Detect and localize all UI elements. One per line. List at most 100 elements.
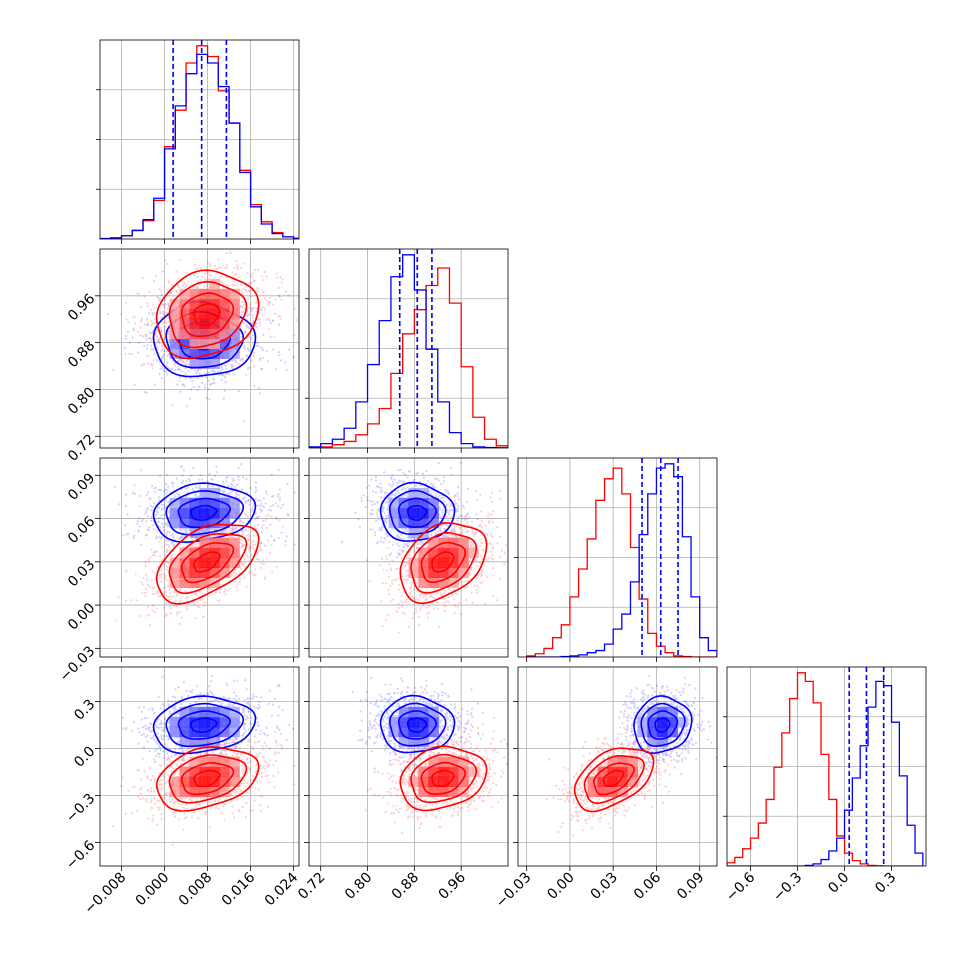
scatter-point [228,530,231,533]
scatter-point [156,592,159,595]
scatter-point [203,272,206,275]
scatter-point [231,335,235,338]
scatter-point [174,599,177,602]
scatter-point [165,560,168,564]
scatter-point [293,334,296,337]
scatter-point [179,258,182,261]
scatter-point [163,503,166,506]
scatter-point [155,607,158,610]
scatter-point [237,339,240,342]
scatter-point [165,350,168,353]
scatter-point [377,485,380,488]
density-bin [199,338,210,350]
scatter-point [376,542,379,545]
density-bin [189,517,201,529]
density-bin [229,547,240,559]
density-bin [169,517,181,529]
scatter-point [377,508,380,511]
scatter-point [279,315,282,318]
scatter-point [233,485,236,488]
scatter-point [235,493,238,496]
scatter-point [395,525,398,528]
scatter-point [224,380,227,384]
scatter-point [185,530,188,533]
scatter-point [177,286,180,289]
scatter-point [144,591,147,595]
density-bin [199,318,210,330]
scatter-point [253,574,256,577]
scatter-point [448,509,451,512]
scatter-point [216,599,219,602]
density-bin [179,567,191,578]
scatter-point [219,275,222,278]
scatter-point [184,377,187,380]
scatter-point [169,534,172,537]
scatter-point [165,311,168,314]
scatter-point [389,494,392,497]
scatter-point [181,370,184,373]
scatter-point [191,544,194,547]
scatter-point [499,497,502,500]
density-bin [428,517,439,529]
scatter-point [179,390,182,393]
scatter-point [453,588,456,591]
scatter-point [254,512,257,515]
scatter-point [260,526,264,529]
scatter-point [449,504,452,507]
scatter-point [157,339,161,342]
density-bin [189,567,201,578]
scatter-point [230,363,233,366]
scatter-point [391,493,394,496]
scatter-point [140,305,143,309]
scatter-point [366,496,369,499]
scatter-point [231,574,234,577]
scatter-point [357,518,360,521]
scatter-point [124,504,127,507]
scatter-point [247,326,250,329]
scatter-point [248,327,251,330]
scatter-point [444,488,447,491]
scatter-point [451,508,454,512]
scatter-point [223,267,227,270]
scatter-point [444,597,447,600]
scatter-point [153,501,156,505]
scatter-point [179,600,182,603]
scatter-point [433,597,436,600]
scatter-point [261,349,264,352]
density-bin [179,288,191,300]
scatter-point [128,341,131,344]
scatter-point [179,536,182,539]
scatter-point [181,340,185,343]
scatter-point [387,575,390,578]
scatter-point [212,527,215,531]
scatter-point [218,266,221,269]
scatter-point [240,289,243,292]
density-bin [189,348,201,359]
scatter-point [193,493,197,496]
contour-line [193,551,221,573]
scatter-point [151,609,154,612]
scatter-point [133,315,136,318]
scatter-point [168,589,172,592]
scatter-point [256,287,259,290]
scatter-point [133,484,136,487]
density-blue [388,487,439,539]
scatter-point [255,307,258,310]
scatter-point [233,580,236,584]
scatter-point [187,486,190,489]
scatter-point [182,349,185,352]
scatter-point [438,520,441,523]
scatter-point [242,287,245,290]
scatter-point [256,516,259,519]
scatter-point [268,319,271,322]
scatter-point [197,385,200,388]
scatter-point [416,546,419,549]
scatter-point [213,534,216,537]
contours-red [155,269,260,360]
scatter-point [150,347,153,350]
scatter-point [256,504,259,507]
scatter-point [179,588,182,591]
density-bin [199,567,210,578]
scatter-point [421,542,424,545]
scatter-point [447,519,450,522]
